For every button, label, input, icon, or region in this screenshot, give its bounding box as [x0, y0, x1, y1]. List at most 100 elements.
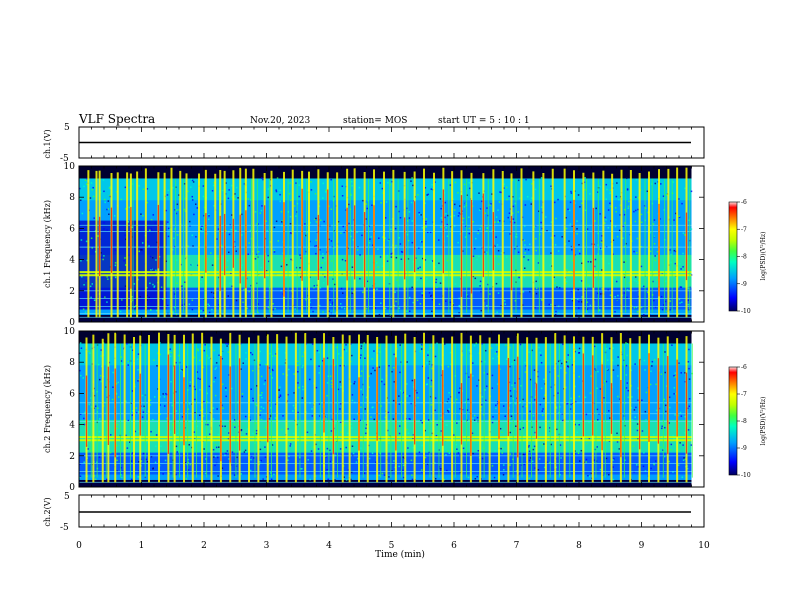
noise-speckle: [424, 456, 427, 459]
noise-speckle: [475, 237, 477, 240]
noise-speckle: [458, 391, 460, 394]
noise-speckle: [626, 382, 629, 384]
noise-speckle: [528, 351, 530, 353]
noise-speckle: [490, 347, 493, 349]
noise-speckle: [416, 392, 418, 394]
noise-speckle: [245, 358, 247, 360]
noise-speckle: [536, 375, 539, 378]
noise-speckle: [246, 307, 249, 310]
ch1-colorbar: -6-7-8-9-10 log(PSD)(V²/Hz): [728, 199, 767, 315]
noise-speckle: [601, 288, 603, 290]
noise-speckle: [315, 386, 318, 389]
noise-speckle: [250, 458, 252, 461]
noise-speckle: [478, 192, 480, 194]
noise-speckle: [476, 416, 479, 419]
noise-speckle: [304, 223, 306, 225]
noise-speckle: [272, 309, 274, 311]
noise-speckle: [241, 393, 244, 395]
noise-speckle: [690, 190, 693, 193]
noise-speckle: [93, 394, 96, 397]
noise-speckle: [236, 258, 239, 261]
noise-speckle: [271, 355, 274, 357]
noise-speckle: [578, 352, 580, 354]
noise-speckle: [564, 386, 567, 389]
noise-speckle: [97, 235, 99, 237]
noise-speckle: [315, 239, 317, 242]
noise-speckle: [332, 301, 334, 304]
noise-speckle: [194, 203, 197, 205]
noise-band: [79, 341, 692, 366]
noise-speckle: [540, 361, 543, 364]
noise-speckle: [468, 349, 471, 351]
noise-speckle: [329, 299, 331, 301]
noise-speckle: [395, 300, 397, 303]
noise-speckle: [461, 433, 464, 436]
noise-speckle: [242, 362, 245, 364]
noise-speckle: [668, 422, 671, 424]
noise-speckle: [212, 418, 215, 420]
noise-speckle: [421, 241, 423, 243]
noise-speckle: [526, 195, 529, 198]
noise-speckle: [653, 219, 656, 221]
noise-speckle: [213, 205, 215, 207]
noise-speckle: [494, 255, 496, 258]
noise-speckle: [415, 257, 417, 260]
noise-speckle: [218, 354, 220, 357]
noise-speckle: [586, 308, 589, 310]
noise-speckle: [681, 301, 683, 304]
noise-speckle: [478, 379, 480, 381]
noise-speckle: [489, 293, 491, 295]
noise-speckle: [514, 247, 516, 250]
noise-speckle: [345, 479, 348, 481]
noise-speckle: [127, 364, 129, 366]
noise-speckle: [267, 260, 270, 263]
noise-speckle: [578, 423, 580, 425]
noise-speckle: [654, 182, 657, 185]
noise-speckle: [394, 227, 397, 230]
noise-speckle: [272, 369, 274, 372]
noise-speckle: [154, 396, 156, 398]
noise-speckle: [437, 432, 439, 435]
noise-speckle: [138, 185, 140, 187]
noise-speckle: [424, 259, 427, 261]
noise-speckle: [565, 372, 567, 374]
noise-speckle: [102, 179, 105, 181]
noise-speckle: [131, 414, 134, 416]
noise-speckle: [152, 283, 154, 286]
noise-speckle: [540, 206, 543, 208]
noise-speckle: [662, 195, 665, 197]
noise-speckle: [410, 459, 413, 462]
noise-speckle: [431, 298, 434, 301]
noise-speckle: [170, 351, 173, 354]
noise-speckle: [440, 226, 442, 228]
noise-speckle: [617, 364, 619, 367]
noise-speckle: [571, 298, 573, 301]
noise-speckle: [617, 395, 619, 398]
noise-speckle: [560, 457, 562, 459]
noise-speckle: [553, 235, 556, 237]
noise-speckle: [534, 188, 537, 191]
noise-speckle: [192, 245, 194, 247]
noise-speckle: [570, 190, 572, 193]
noise-speckle: [319, 286, 322, 289]
noise-speckle: [248, 242, 250, 244]
noise-speckle: [430, 379, 433, 382]
y-tick-label: 4: [69, 256, 75, 266]
noise-speckle: [187, 245, 190, 248]
noise-speckle: [687, 287, 690, 290]
noise-speckle: [350, 478, 352, 481]
noise-speckle: [624, 272, 626, 275]
noise-speckle: [348, 203, 350, 206]
noise-speckle: [255, 257, 257, 259]
noise-speckle: [407, 432, 410, 434]
noise-speckle: [310, 450, 313, 452]
noise-speckle: [584, 209, 587, 212]
noise-speckle: [421, 292, 423, 294]
noise-speckle: [571, 248, 573, 251]
noise-speckle: [402, 476, 405, 479]
noise-speckle: [435, 278, 438, 281]
noise-speckle: [132, 349, 134, 352]
noise-speckle: [690, 228, 693, 230]
noise-speckle: [543, 378, 545, 381]
noise-speckle: [594, 448, 597, 451]
